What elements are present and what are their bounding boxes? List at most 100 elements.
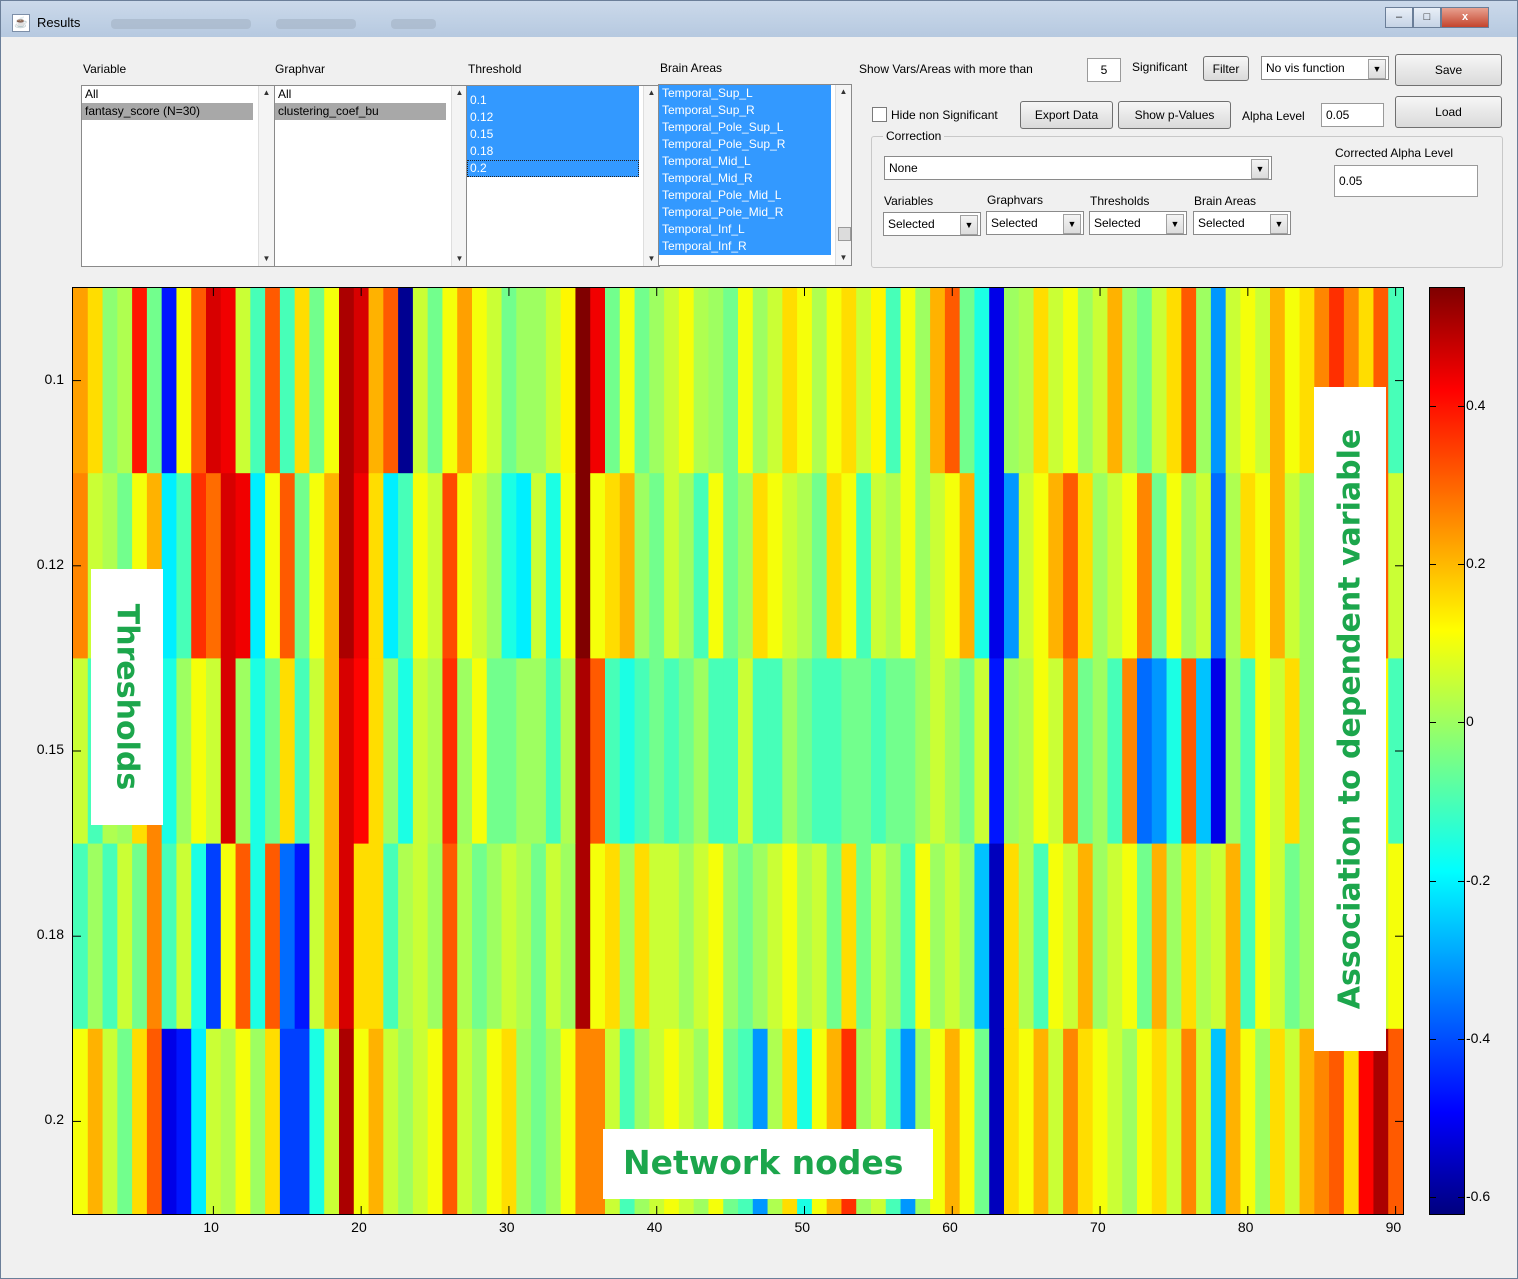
thresholds-select[interactable]: Selected ▼ — [1089, 211, 1187, 235]
scroll-down-icon[interactable]: ▼ — [262, 254, 271, 263]
filter-button[interactable]: Filter — [1203, 56, 1249, 81]
heatmap-cell — [1077, 1028, 1094, 1214]
list-item[interactable]: All — [85, 87, 99, 101]
threshold-list[interactable]: 0.1 0.12 0.15 0.18 0.2 ▲ ▼ — [466, 85, 660, 267]
heatmap-cell — [516, 658, 532, 845]
heatmap-cell — [1137, 473, 1153, 659]
heatmap-cell — [353, 658, 370, 845]
heatmap-axes[interactable] — [72, 287, 1404, 1215]
heatmap-cell — [353, 1028, 370, 1214]
chevron-down-icon[interactable]: ▼ — [1166, 214, 1184, 234]
colorbar-tick-mark — [1430, 1197, 1436, 1199]
heatmap-cell — [1137, 843, 1153, 1030]
graphvar-header: Graphvar — [275, 62, 326, 76]
scroll-up-icon[interactable]: ▲ — [262, 88, 271, 97]
scrollbar[interactable]: ▲ ▼ — [258, 86, 274, 266]
list-item[interactable]: Temporal_Pole_Sup_R — [659, 136, 831, 153]
heatmap-cell — [398, 1028, 414, 1214]
correction-select[interactable]: None ▼ — [884, 156, 1272, 180]
list-item[interactable]: 0.1 — [467, 92, 639, 109]
list-item[interactable]: Temporal_Pole_Sup_L — [659, 119, 831, 136]
scroll-down-icon[interactable]: ▼ — [455, 254, 464, 263]
list-item[interactable]: All — [278, 87, 292, 101]
close-icon[interactable]: x — [1441, 7, 1489, 28]
heatmap-cell — [324, 843, 340, 1030]
scroll-thumb[interactable] — [838, 227, 851, 241]
heatmap-cell — [1196, 1028, 1212, 1214]
heatmap-cell — [930, 1028, 946, 1214]
variable-list[interactable]: All fantasy_score (N=30) ▲ ▼ — [81, 85, 275, 267]
graphvars-select[interactable]: Selected ▼ — [986, 211, 1084, 235]
heatmap-cell — [678, 473, 695, 659]
heatmap-cell — [87, 843, 104, 1030]
colorbar-tick-mark — [1430, 405, 1436, 407]
list-item[interactable]: 0.12 — [467, 109, 639, 126]
variables-select[interactable]: Selected ▼ — [883, 212, 981, 236]
graphvar-list[interactable]: All clustering_coef_bu ▲ ▼ — [274, 85, 468, 267]
min-count-input[interactable]: 5 — [1087, 58, 1121, 82]
alpha-level-input[interactable]: 0.05 — [1321, 103, 1384, 127]
colorbar-tick-mark — [1430, 880, 1436, 882]
heatmap-cell — [1270, 288, 1286, 474]
x-axis-title: Network nodes — [623, 1143, 904, 1182]
title-bar[interactable]: ☕ Results – □ x — [1, 1, 1517, 37]
vis-function-select[interactable]: No vis function ▼ — [1261, 56, 1389, 80]
chevron-down-icon[interactable]: ▼ — [960, 215, 978, 235]
list-item[interactable]: Temporal_Pole_Mid_L — [659, 187, 831, 204]
hide-non-significant-checkbox[interactable] — [872, 107, 887, 122]
heatmap-cell — [1210, 843, 1227, 1030]
list-item[interactable]: Temporal_Mid_R — [659, 170, 831, 187]
minimize-icon[interactable]: – — [1385, 7, 1413, 28]
scroll-up-icon[interactable]: ▲ — [455, 88, 464, 97]
list-item[interactable]: Temporal_Inf_R — [659, 238, 831, 255]
colorbar-tick-mark — [1458, 1038, 1464, 1040]
y-tick-label: 0.12 — [36, 555, 64, 572]
heatmap-cell — [1077, 288, 1094, 474]
scroll-down-icon[interactable]: ▼ — [839, 253, 848, 262]
list-item[interactable]: fantasy_score (N=30) — [82, 103, 253, 120]
list-item[interactable]: 0.15 — [467, 126, 639, 143]
heatmap-cell — [265, 658, 281, 845]
list-item[interactable]: Temporal_Pole_Mid_R — [659, 204, 831, 221]
scrollbar[interactable]: ▲ ▼ — [643, 86, 659, 266]
heatmap-cell — [649, 288, 665, 474]
heatmap-cell — [516, 843, 532, 1030]
scroll-up-icon[interactable]: ▲ — [839, 87, 848, 96]
list-item[interactable]: Temporal_Inf_L — [659, 221, 831, 238]
heatmap-cell — [1018, 843, 1035, 1030]
heatmap-cell — [472, 1028, 488, 1214]
brain-areas-list[interactable]: Temporal_Sup_L Temporal_Sup_R Temporal_P… — [658, 84, 852, 266]
colorbar-tick-mark — [1458, 722, 1464, 724]
load-button[interactable]: Load — [1395, 96, 1502, 128]
corrected-alpha-input[interactable]: 0.05 — [1334, 165, 1478, 197]
heatmap-cell — [1329, 1028, 1345, 1214]
chevron-down-icon[interactable]: ▼ — [1270, 214, 1288, 234]
heatmap-cell — [575, 658, 591, 845]
show-p-values-button[interactable]: Show p-Values — [1118, 101, 1231, 129]
maximize-icon[interactable]: □ — [1413, 7, 1441, 28]
colorbar-tick-label: -0.4 — [1466, 1029, 1491, 1046]
heatmap-cell — [442, 658, 458, 845]
hide-non-significant-label: Hide non Significant — [891, 108, 998, 122]
heatmap-cell — [900, 288, 916, 474]
chevron-down-icon[interactable]: ▼ — [1251, 159, 1269, 179]
save-button[interactable]: Save — [1395, 54, 1502, 86]
export-data-button[interactable]: Export Data — [1020, 101, 1113, 129]
chevron-down-icon[interactable]: ▼ — [1368, 59, 1386, 79]
scrollbar[interactable]: ▲ ▼ — [835, 85, 851, 265]
list-item[interactable]: 0.18 — [467, 143, 639, 160]
list-item[interactable]: Temporal_Sup_R — [659, 102, 831, 119]
variables-sublabel: Variables — [884, 194, 934, 208]
list-item[interactable]: Temporal_Sup_L — [659, 85, 831, 102]
chevron-down-icon[interactable]: ▼ — [1063, 214, 1081, 234]
scroll-up-icon[interactable]: ▲ — [647, 88, 656, 97]
scrollbar[interactable]: ▲ ▼ — [451, 86, 467, 266]
heatmap-cell — [1196, 843, 1212, 1030]
list-item[interactable]: Temporal_Mid_L — [659, 153, 831, 170]
brain-areas-select[interactable]: Selected ▼ — [1193, 211, 1291, 235]
list-item[interactable]: clustering_coef_bu — [275, 103, 446, 120]
heatmap-cell — [930, 473, 946, 659]
list-item[interactable]: 0.2 — [467, 160, 639, 177]
heatmap-cell — [294, 658, 311, 845]
scroll-down-icon[interactable]: ▼ — [647, 254, 656, 263]
